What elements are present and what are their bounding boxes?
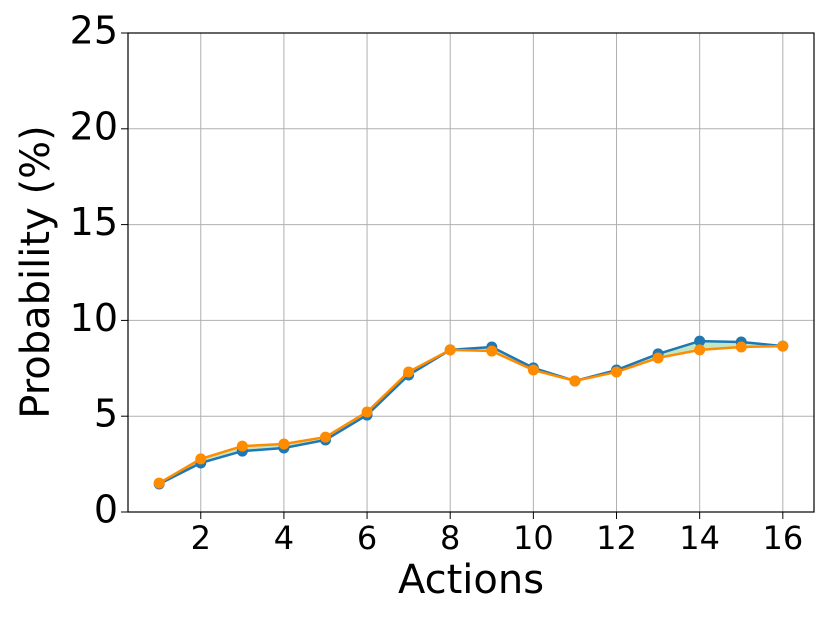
x-tick-label: 16 [762, 519, 803, 557]
point [278, 438, 290, 450]
y-tick-label: 15 [70, 200, 118, 244]
x-tick-label: 12 [596, 519, 637, 557]
point [444, 344, 456, 356]
series-line [158, 339, 783, 486]
y-tick-label: 0 [94, 488, 118, 532]
x-tick-label: 8 [440, 519, 460, 557]
point [527, 364, 539, 376]
point [403, 366, 415, 378]
point [611, 366, 623, 378]
point [694, 344, 706, 356]
point [569, 375, 581, 387]
x-tick-label: 4 [274, 519, 294, 557]
x-tick-label: 14 [679, 519, 720, 557]
series-line [158, 344, 783, 485]
fill-between [159, 341, 783, 485]
plot-frame [127, 32, 815, 513]
point [319, 431, 331, 443]
point [486, 345, 498, 357]
point [236, 440, 248, 452]
point [735, 341, 747, 353]
x-tick-label: 2 [191, 519, 211, 557]
x-tick-label: 10 [513, 519, 554, 557]
point [777, 340, 789, 352]
y-tick-label: 5 [94, 392, 118, 436]
point [361, 406, 373, 418]
y-tick-label: 25 [70, 9, 118, 53]
y-tick-label: 10 [70, 296, 118, 340]
x-axis-label: Actions [398, 557, 544, 603]
point [153, 477, 165, 489]
x-tick-label: 6 [357, 519, 377, 557]
y-axis-label: Probability (%) [13, 125, 59, 418]
point [195, 453, 207, 465]
point [652, 352, 664, 364]
y-tick-label: 20 [70, 104, 118, 148]
point [694, 335, 706, 347]
